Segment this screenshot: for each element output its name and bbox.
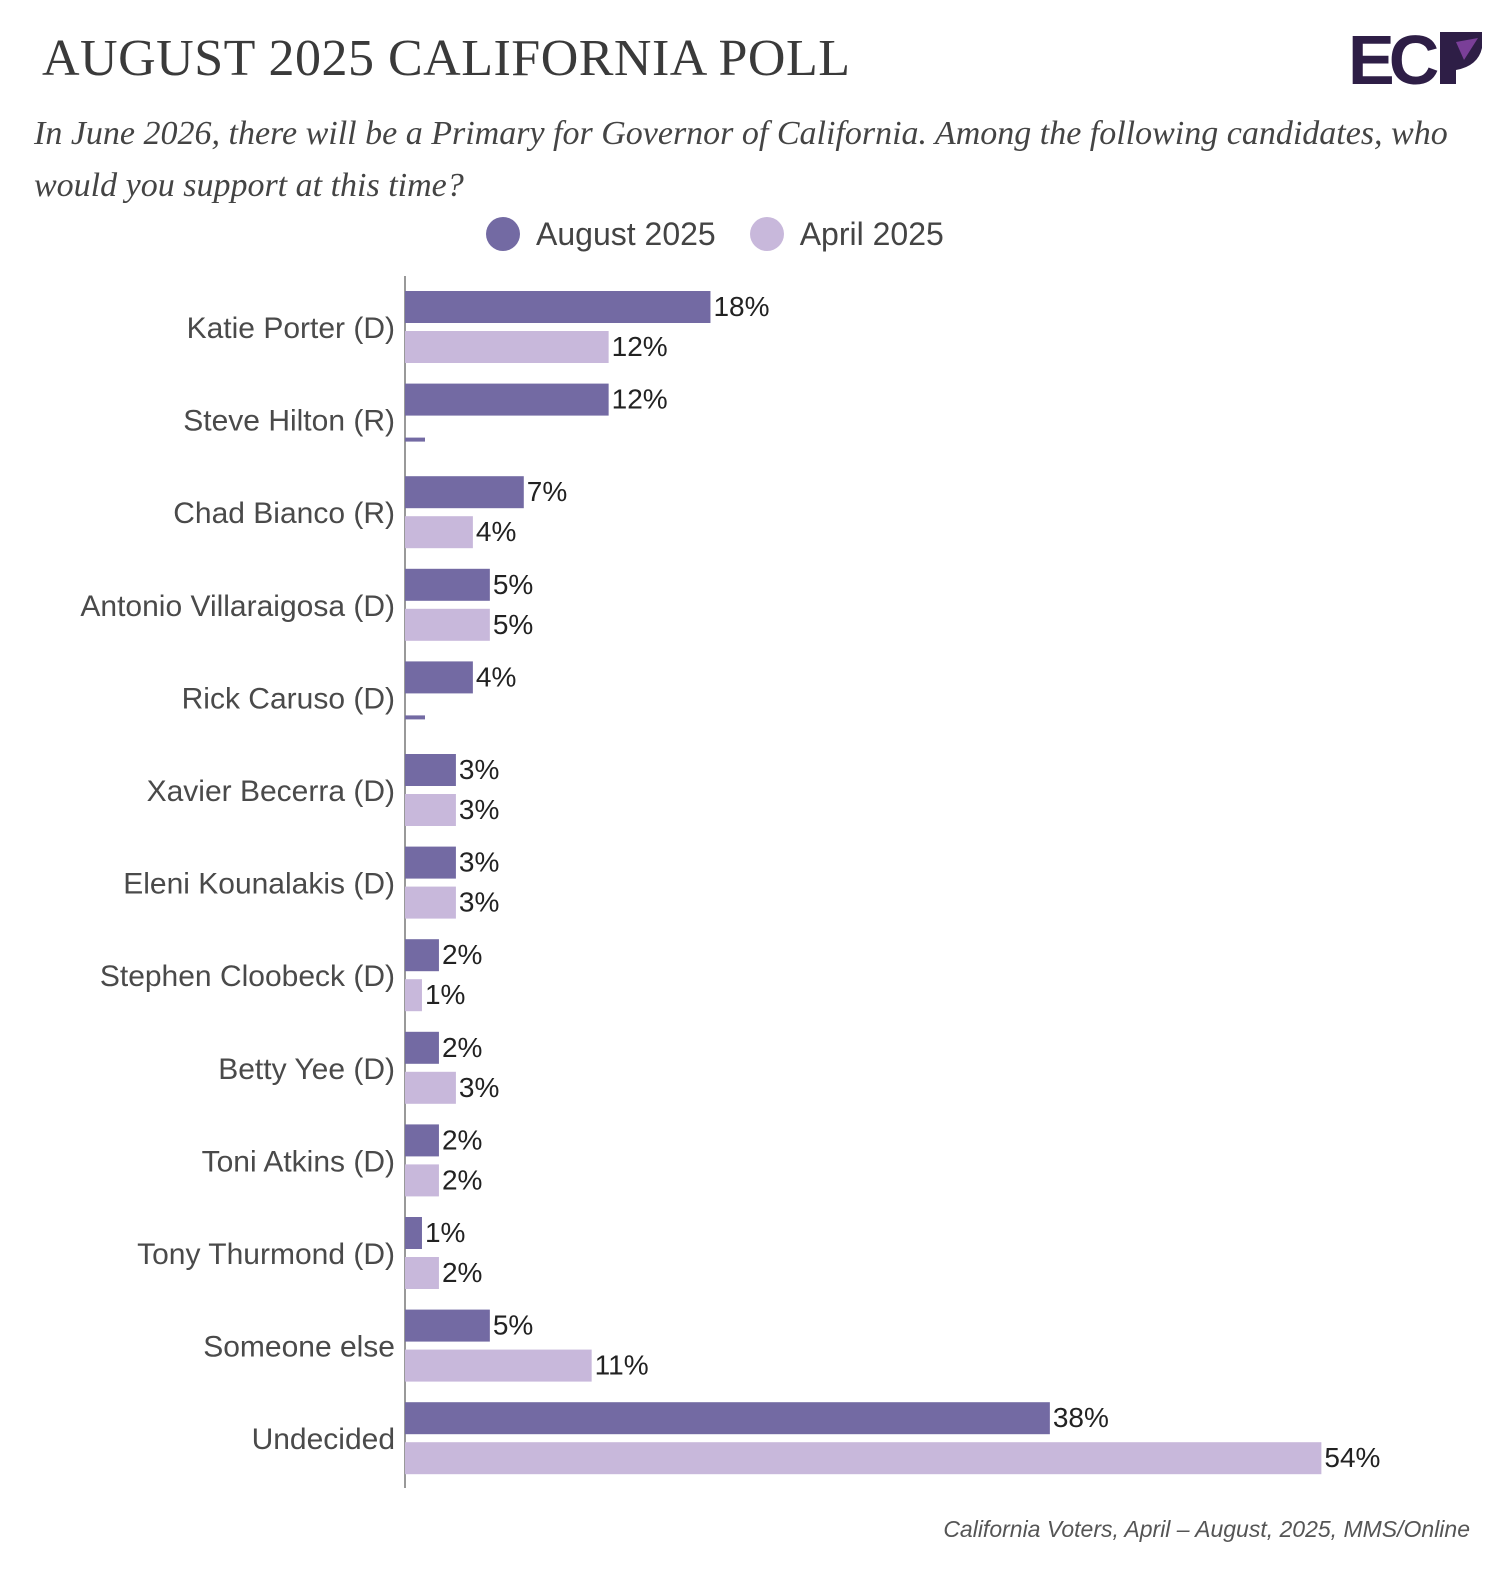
value-label-august-antonio-villaraigosa-d: 5%: [493, 569, 533, 600]
value-label-august-rick-caruso-d: 4%: [476, 661, 516, 692]
value-label-april-stephen-cloobeck-d: 1%: [425, 979, 465, 1010]
legend-label-august: August 2025: [536, 215, 716, 252]
bar-august-antonio-villaraigosa-d: [405, 568, 490, 601]
bar-august-toni-atkins-d: [405, 1124, 439, 1157]
bar-april-antonio-villaraigosa-d: [405, 608, 490, 641]
category-label-toni-atkins-d: Toni Atkins (D): [202, 1145, 395, 1178]
bar-august-undecided: [405, 1402, 1050, 1435]
value-label-august-eleni-kounalakis-d: 3%: [459, 847, 499, 878]
value-label-april-chad-bianco-r: 4%: [476, 516, 516, 547]
value-label-august-chad-bianco-r: 7%: [527, 476, 567, 507]
category-label-someone-else: Someone else: [203, 1331, 395, 1364]
bar-august-rick-caruso-d: [405, 661, 473, 694]
category-label-undecided: Undecided: [252, 1423, 395, 1456]
bar-april-rick-caruso-d-no-data: [405, 715, 425, 720]
category-label-katie-porter-d: Katie Porter (D): [187, 312, 395, 345]
value-label-august-stephen-cloobeck-d: 2%: [442, 939, 482, 970]
category-label-xavier-becerra-d: Xavier Becerra (D): [147, 775, 395, 808]
bar-august-betty-yee-d: [405, 1031, 439, 1064]
legend: August 2025 April 2025: [486, 212, 944, 256]
bar-april-xavier-becerra-d: [405, 794, 456, 826]
value-label-april-tony-thurmond-d: 2%: [442, 1257, 482, 1288]
bar-april-steve-hilton-r-no-data: [405, 437, 425, 442]
value-label-april-undecided: 54%: [1324, 1442, 1380, 1473]
category-label-antonio-villaraigosa-d: Antonio Villaraigosa (D): [80, 590, 395, 623]
bar-april-toni-atkins-d: [405, 1164, 439, 1197]
value-label-august-katie-porter-d: 18%: [713, 291, 769, 322]
legend-label-april: April 2025: [799, 215, 944, 252]
value-label-august-toni-atkins-d: 2%: [442, 1124, 482, 1155]
value-label-august-steve-hilton-r: 12%: [612, 384, 668, 415]
bar-april-betty-yee-d: [405, 1071, 456, 1104]
category-label-betty-yee-d: Betty Yee (D): [218, 1053, 395, 1086]
category-label-steve-hilton-r: Steve Hilton (R): [183, 405, 395, 438]
source-note: California Voters, April – August, 2025,…: [943, 1516, 1470, 1542]
legend-item-august: August 2025: [486, 216, 716, 253]
bar-august-xavier-becerra-d: [405, 754, 456, 786]
bar-chart: Katie Porter (D) 18% 12% Steve Hilton (R) 12…: [80, 276, 1380, 1488]
bar-april-undecided: [405, 1442, 1322, 1475]
bar-april-stephen-cloobeck-d: [405, 979, 422, 1012]
value-label-april-antonio-villaraigosa-d: 5%: [493, 609, 533, 640]
value-label-april-katie-porter-d: 12%: [612, 331, 668, 362]
value-label-april-someone-else: 11%: [595, 1350, 649, 1381]
legend-swatch-april: [749, 217, 784, 251]
ecp-logo: EC: [1348, 26, 1482, 88]
bar-august-someone-else: [405, 1309, 490, 1342]
bar-august-stephen-cloobeck-d: [405, 939, 439, 972]
legend-swatch-august: [486, 217, 520, 251]
value-label-april-toni-atkins-d: 2%: [442, 1164, 482, 1195]
legend-item-april: April 2025: [749, 215, 944, 253]
bar-august-eleni-kounalakis-d: [405, 846, 456, 879]
bar-august-chad-bianco-r: [405, 476, 524, 509]
chart-title: AUGUST 2025 CALIFORNIA POLL: [42, 30, 851, 87]
bar-april-chad-bianco-r: [405, 516, 473, 549]
value-label-april-betty-yee-d: 3%: [459, 1072, 499, 1103]
bar-august-katie-porter-d: [405, 291, 711, 323]
bar-april-tony-thurmond-d: [405, 1257, 439, 1289]
value-label-august-tony-thurmond-d: 1%: [425, 1217, 465, 1248]
value-label-april-xavier-becerra-d: 3%: [459, 794, 499, 825]
svg-text:EC: EC: [1348, 26, 1438, 88]
category-label-chad-bianco-r: Chad Bianco (R): [173, 497, 395, 530]
poll-question: In June 2026, there will be a Primary fo…: [34, 115, 1448, 204]
bar-april-someone-else: [405, 1349, 592, 1382]
category-label-rick-caruso-d: Rick Caruso (D): [182, 682, 395, 715]
category-label-stephen-cloobeck-d: Stephen Cloobeck (D): [100, 960, 395, 993]
value-label-august-xavier-becerra-d: 3%: [459, 754, 499, 785]
category-label-eleni-kounalakis-d: Eleni Kounalakis (D): [123, 868, 395, 901]
category-label-tony-thurmond-d: Tony Thurmond (D): [137, 1238, 395, 1271]
bar-august-steve-hilton-r: [405, 383, 609, 416]
bar-april-eleni-kounalakis-d: [405, 886, 456, 919]
bar-april-katie-porter-d: [405, 331, 609, 363]
bar-august-tony-thurmond-d: [405, 1217, 422, 1249]
value-label-august-someone-else: 5%: [493, 1310, 533, 1341]
value-label-august-undecided: 38%: [1053, 1402, 1109, 1433]
value-label-august-betty-yee-d: 2%: [442, 1032, 482, 1063]
value-label-april-eleni-kounalakis-d: 3%: [459, 887, 499, 918]
